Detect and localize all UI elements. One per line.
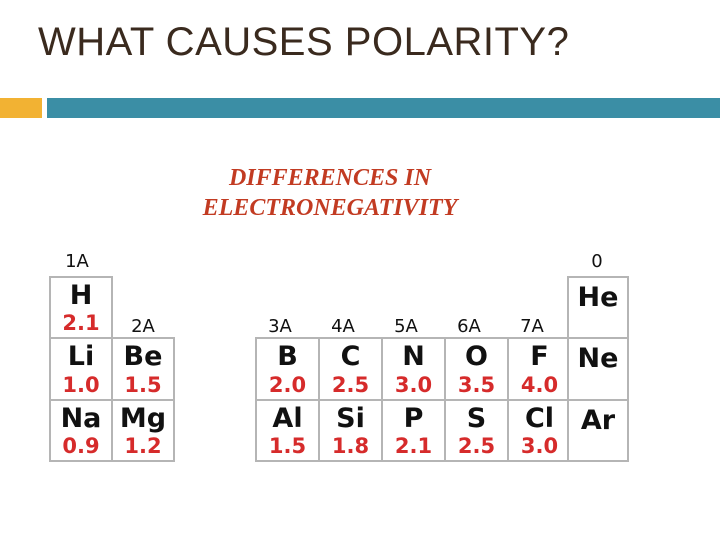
element-symbol: O xyxy=(465,341,488,372)
electronegativity-value: 4.0 xyxy=(520,373,559,397)
slide-subtitle: DIFFERENCES IN ELECTRONEGATIVITY xyxy=(140,163,520,223)
group-label-2a: 2A xyxy=(131,316,155,337)
element-symbol: Ne xyxy=(577,343,619,374)
electronegativity-value: 3.0 xyxy=(394,373,433,397)
electronegativity-value: 3.5 xyxy=(457,373,496,397)
element-symbol: H xyxy=(69,280,93,311)
subtitle-line-1: DIFFERENCES IN xyxy=(228,165,432,191)
element-symbol: Li xyxy=(67,341,95,372)
element-cell-al: Al 1.5 xyxy=(255,399,320,462)
accent-bar xyxy=(0,98,42,118)
element-symbol: C xyxy=(340,341,361,372)
element-symbol: B xyxy=(277,341,298,372)
group-label-7a: 7A xyxy=(520,316,544,337)
electronegativity-value: 2.1 xyxy=(62,311,100,335)
element-symbol: Mg xyxy=(119,403,167,434)
electronegativity-value: 1.8 xyxy=(331,434,370,458)
group-label-0: 0 xyxy=(591,251,603,272)
element-symbol: He xyxy=(577,282,619,313)
group-label-1a: 1A xyxy=(65,251,89,272)
electronegativity-value: 1.5 xyxy=(124,373,162,397)
element-cell-f: F 4.0 xyxy=(507,337,572,401)
electronegativity-value: 2.0 xyxy=(268,373,307,397)
element-symbol: S xyxy=(466,403,487,434)
element-cell-o: O 3.5 xyxy=(444,337,509,401)
element-cell-p: P 2.1 xyxy=(381,399,446,462)
element-cell-n: N 3.0 xyxy=(381,337,446,401)
element-cell-si: Si 1.8 xyxy=(318,399,383,462)
electronegativity-value: 1.0 xyxy=(62,373,100,397)
element-cell-ar: Ar xyxy=(567,399,629,462)
electronegativity-value: 0.9 xyxy=(62,434,100,458)
element-cell-b: B 2.0 xyxy=(255,337,320,401)
element-cell-h: H 2.1 xyxy=(49,276,113,339)
element-symbol: P xyxy=(403,403,424,434)
element-symbol: Si xyxy=(336,403,365,434)
element-cell-be: Be 1.5 xyxy=(111,337,175,401)
header-divider-bar xyxy=(47,98,720,118)
slide-title: WHAT CAUSES POLARITY? xyxy=(38,20,570,64)
electronegativity-value: 2.1 xyxy=(394,434,433,458)
element-symbol: Na xyxy=(60,403,102,434)
electronegativity-value: 1.5 xyxy=(268,434,307,458)
element-symbol: Ar xyxy=(580,405,616,436)
element-cell-li: Li 1.0 xyxy=(49,337,113,401)
group-label-6a: 6A xyxy=(457,316,481,337)
electronegativity-value: 3.0 xyxy=(520,434,559,458)
group-label-3a: 3A xyxy=(268,316,292,337)
element-cell-c: C 2.5 xyxy=(318,337,383,401)
element-cell-ne: Ne xyxy=(567,337,629,401)
element-symbol: Be xyxy=(123,341,163,372)
group-label-4a: 4A xyxy=(331,316,355,337)
element-symbol: N xyxy=(402,341,425,372)
electronegativity-value: 2.5 xyxy=(457,434,496,458)
electronegativity-value: 1.2 xyxy=(124,434,162,458)
subtitle-line-2: ELECTRONEGATIVITY xyxy=(202,195,458,221)
group-label-5a: 5A xyxy=(394,316,418,337)
element-symbol: F xyxy=(530,341,549,372)
element-cell-he: He xyxy=(567,276,629,339)
element-cell-s: S 2.5 xyxy=(444,399,509,462)
element-cell-mg: Mg 1.2 xyxy=(111,399,175,462)
element-cell-na: Na 0.9 xyxy=(49,399,113,462)
element-symbol: Al xyxy=(272,403,303,434)
element-cell-cl: Cl 3.0 xyxy=(507,399,572,462)
element-symbol: Cl xyxy=(524,403,555,434)
electronegativity-value: 2.5 xyxy=(331,373,370,397)
